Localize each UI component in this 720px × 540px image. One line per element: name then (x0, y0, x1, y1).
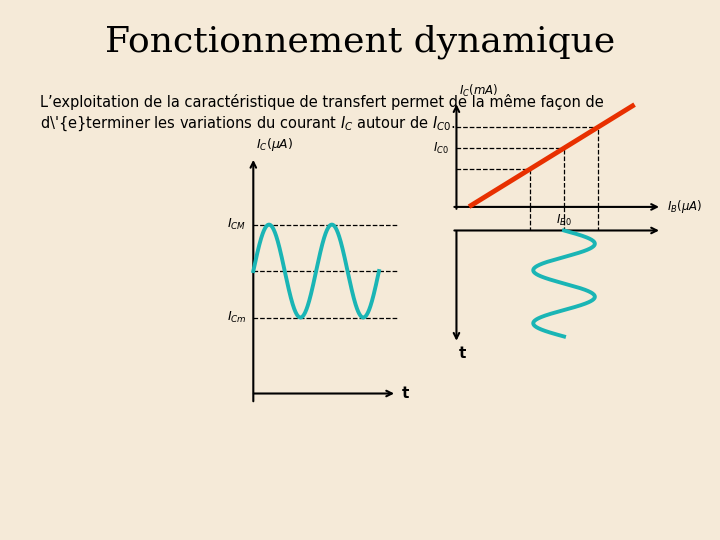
Text: Fonctionnement dynamique: Fonctionnement dynamique (105, 24, 615, 59)
Text: $I_B(\mu A)$: $I_B(\mu A)$ (667, 198, 702, 215)
Text: d\'{e}terminer les variations du courant $I_C$ autour de $I_{C0}$.: d\'{e}terminer les variations du courant… (40, 115, 456, 133)
Text: $I_{CM}$: $I_{CM}$ (228, 217, 246, 232)
Text: $I_{C0}$: $I_{C0}$ (433, 140, 449, 156)
Text: L’exploitation de la caractéristique de transfert permet de la même façon de: L’exploitation de la caractéristique de … (40, 94, 603, 111)
Text: $I_{Cm}$: $I_{Cm}$ (227, 310, 246, 325)
Text: $I_C(mA)$: $I_C(mA)$ (459, 83, 498, 99)
Text: t: t (402, 386, 409, 401)
Text: t: t (459, 347, 467, 361)
Text: $I_{B0}$: $I_{B0}$ (556, 213, 572, 228)
Text: $I_C(\mu A)$: $I_C(\mu A)$ (256, 136, 293, 153)
